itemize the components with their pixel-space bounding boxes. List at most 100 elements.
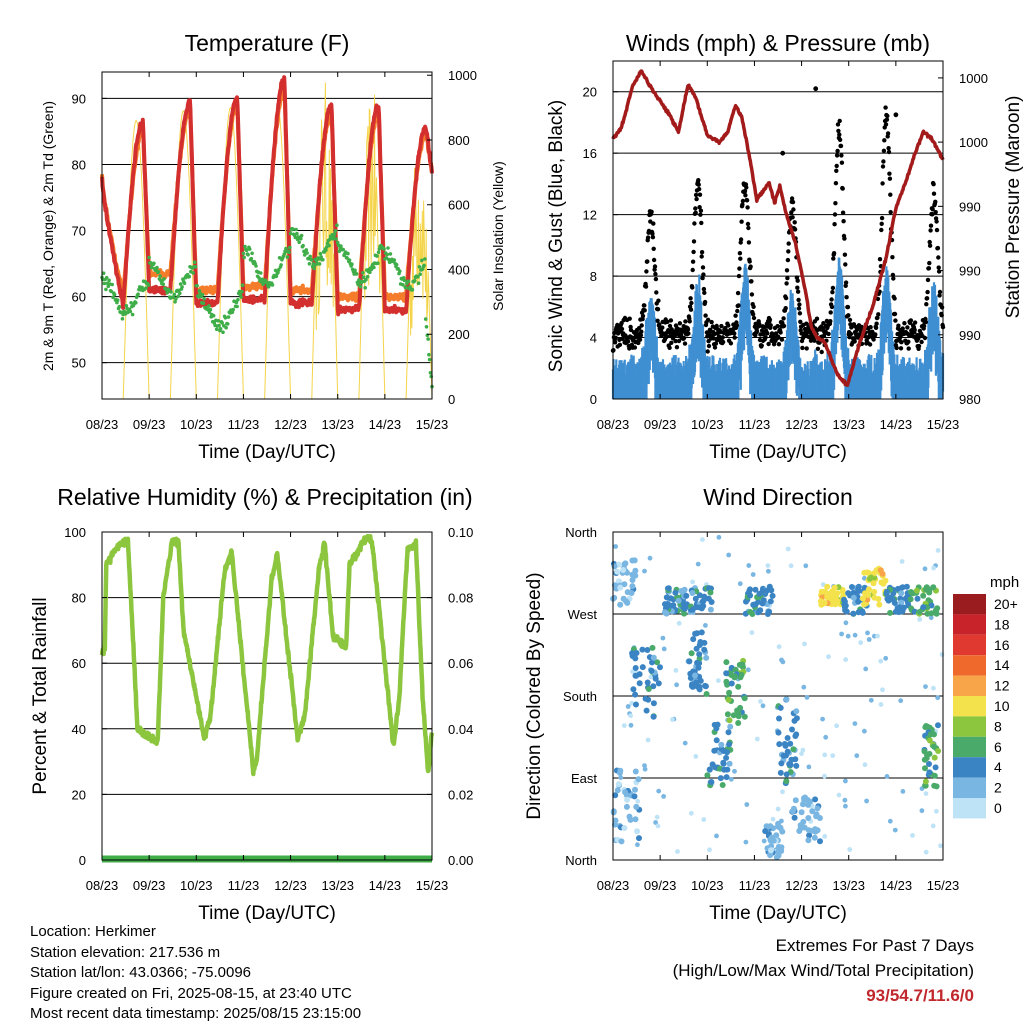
dewpoint-point	[243, 244, 247, 249]
winds-ytick-label: 8	[590, 269, 597, 284]
dewpoint-point	[410, 287, 415, 292]
gust-point	[892, 296, 897, 301]
gust-point	[927, 260, 932, 266]
gust-point	[749, 279, 754, 284]
direction-point	[696, 642, 703, 648]
temperature-series	[100, 75, 434, 400]
direction-point	[898, 698, 904, 704]
dewpoint-point	[115, 298, 120, 303]
gust-point	[713, 341, 719, 346]
winds-xlabel: Time (Day/UTC)	[709, 442, 847, 463]
dewpoint-point	[334, 237, 338, 241]
gust-point	[893, 112, 899, 118]
dewpoint-point	[260, 277, 265, 282]
gust-point	[835, 122, 841, 127]
extremes-block: Extremes For Past 7 Days (High/Low/Max W…	[673, 933, 974, 1008]
direction-point	[632, 572, 639, 579]
direction-point	[672, 589, 679, 596]
dewpoint-point	[250, 251, 254, 256]
humidity-y2tick-label: 0.10	[448, 525, 473, 540]
gust-point	[781, 316, 786, 321]
gust-point	[896, 323, 901, 328]
speed-legend-label: 4	[994, 759, 1002, 775]
gust-point	[728, 341, 734, 346]
direction-point	[766, 568, 771, 574]
direction-point	[711, 747, 718, 754]
gust-point	[928, 223, 934, 228]
direction-point	[806, 832, 813, 839]
gust-point	[669, 340, 674, 345]
direction-point	[768, 847, 774, 854]
dewpoint-point	[130, 312, 135, 317]
dewpoint-point	[193, 265, 198, 269]
gust-point	[697, 192, 703, 197]
direction-point	[761, 838, 767, 844]
temperature-ytick-label: 80	[72, 157, 86, 172]
direction-point	[632, 816, 639, 823]
dewpoint-point	[277, 267, 281, 272]
direction-point	[899, 608, 906, 615]
dewpoint-point	[345, 256, 349, 260]
dewpoint-point	[347, 258, 352, 262]
direction-point	[617, 601, 624, 608]
direction-point	[707, 847, 712, 853]
direction-point	[698, 605, 705, 612]
winds-y2tick-label: 990	[959, 199, 981, 214]
dewpoint-point	[240, 283, 245, 288]
gust-point	[844, 295, 849, 300]
direction-point	[800, 747, 806, 753]
winds-series	[610, 69, 946, 399]
temperature-xtick-label: 08/23	[86, 417, 119, 432]
direction-point	[783, 696, 790, 703]
direction-point	[750, 572, 756, 577]
direction-point	[817, 598, 824, 605]
gust-point	[714, 323, 719, 329]
direction-ytick-label: West	[568, 607, 598, 622]
direction-point	[847, 847, 853, 852]
direction-point	[839, 631, 844, 637]
gust-point	[734, 323, 740, 328]
gust-point	[843, 283, 848, 288]
gust-point	[750, 312, 756, 317]
direction-point	[820, 716, 825, 722]
speed-legend-swatch	[953, 655, 986, 676]
dewpoint-point	[117, 304, 122, 309]
dewpoint-point	[162, 277, 166, 281]
direction-xtick-label: 11/23	[739, 878, 771, 893]
direction-point	[834, 723, 839, 729]
direction-point	[618, 775, 624, 780]
direction-xtick-label: 15/23	[927, 878, 960, 893]
dewpoint-point	[385, 252, 390, 257]
gust-point	[628, 327, 634, 333]
direction-point	[688, 810, 694, 816]
gust-point	[867, 342, 873, 347]
gust-point	[744, 185, 749, 190]
direction-point	[916, 608, 923, 615]
temperature-xtick-label: 14/23	[369, 417, 402, 432]
direction-point	[898, 590, 905, 597]
direction-point	[775, 729, 782, 736]
dewpoint-point	[156, 270, 161, 274]
direction-point	[622, 560, 629, 567]
gust-point	[846, 313, 851, 318]
gust-point	[894, 345, 899, 351]
winds-ytick-label: 4	[590, 331, 597, 346]
dewpoint-point	[365, 274, 370, 279]
gust-point	[700, 265, 706, 270]
direction-point	[696, 686, 703, 693]
direction-point	[648, 667, 655, 674]
dewpoint-point	[270, 283, 275, 287]
direction-point	[863, 666, 869, 672]
temperature-ylabel-left: 2m & 9m T (Red, Orange) & 2m Td (Green)	[40, 101, 56, 371]
direction-point	[628, 722, 634, 728]
winds-ytick-label: 16	[583, 146, 597, 161]
gust-point	[832, 222, 837, 227]
gust-point	[885, 131, 891, 136]
direction-point	[898, 599, 905, 606]
dewpoint-point	[307, 262, 312, 266]
direction-point	[931, 731, 937, 738]
gust-point	[652, 264, 658, 269]
dewpoint-point	[310, 258, 314, 262]
humidity-ytick-label: 20	[72, 787, 86, 802]
temperature-xlabel: Time (Day/UTC)	[198, 442, 336, 463]
